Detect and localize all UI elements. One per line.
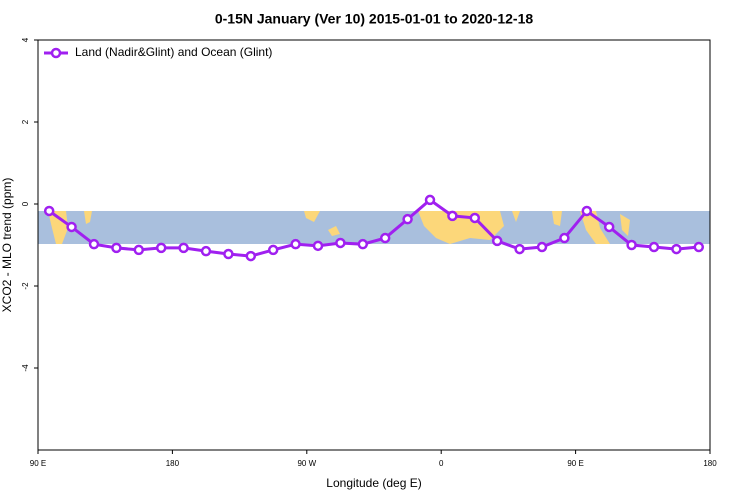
legend-label: Land (Nadir&Glint) and Ocean (Glint) — [75, 45, 272, 59]
data-point — [155, 242, 167, 254]
data-point — [88, 238, 100, 250]
data-point — [626, 239, 637, 251]
y-tick-label: -2 — [21, 282, 30, 290]
data-point — [648, 241, 660, 253]
x-tick-label: 90 E — [30, 459, 46, 468]
y-tick-label: -4 — [21, 364, 30, 372]
data-point — [290, 238, 301, 250]
data-point — [43, 205, 55, 217]
data-point — [111, 242, 122, 254]
x-tick-label: 180 — [703, 459, 717, 468]
data-point — [223, 248, 234, 260]
y-tick-label: 2 — [21, 119, 30, 124]
y-tick-label: 4 — [21, 37, 30, 42]
data-point — [536, 241, 548, 253]
data-point — [267, 244, 279, 256]
data-point — [66, 221, 77, 233]
data-point — [514, 243, 525, 255]
x-tick-label: 90 E — [567, 459, 583, 468]
data-point — [133, 244, 145, 256]
data-point — [424, 194, 436, 206]
plot-frame — [37, 39, 711, 451]
y-axis-label: XCO2 - MLO trend (ppm) — [0, 178, 14, 313]
data-point — [491, 235, 503, 247]
y-tick-label: 0 — [21, 201, 30, 206]
x-axis-label: Longitude (deg E) — [326, 476, 421, 490]
data-point — [469, 212, 481, 224]
data-point — [671, 243, 682, 255]
data-point — [693, 241, 705, 253]
data-point — [447, 210, 458, 222]
data-point — [402, 213, 413, 225]
data-point — [200, 245, 212, 257]
data-point — [178, 242, 189, 254]
data-point — [559, 232, 570, 244]
x-tick-label: 0 — [439, 459, 444, 468]
map-band — [38, 211, 710, 244]
data-point — [357, 238, 369, 250]
x-tick-label: 180 — [166, 459, 180, 468]
data-point — [312, 240, 324, 252]
data-point — [335, 237, 346, 249]
chart-title: 0-15N January (Ver 10) 2015-01-01 to 202… — [215, 11, 534, 27]
data-point — [603, 221, 615, 233]
x-tick-label: 90 W — [297, 459, 316, 468]
legend-marker — [50, 47, 62, 59]
data-point — [581, 205, 593, 217]
data-point — [245, 250, 257, 262]
data-point — [379, 232, 391, 244]
